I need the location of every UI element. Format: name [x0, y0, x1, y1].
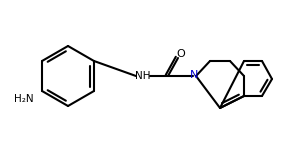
Text: O: O [177, 49, 185, 59]
Text: NH: NH [135, 71, 151, 81]
Text: N: N [190, 70, 198, 80]
Text: H₂N: H₂N [14, 94, 34, 104]
